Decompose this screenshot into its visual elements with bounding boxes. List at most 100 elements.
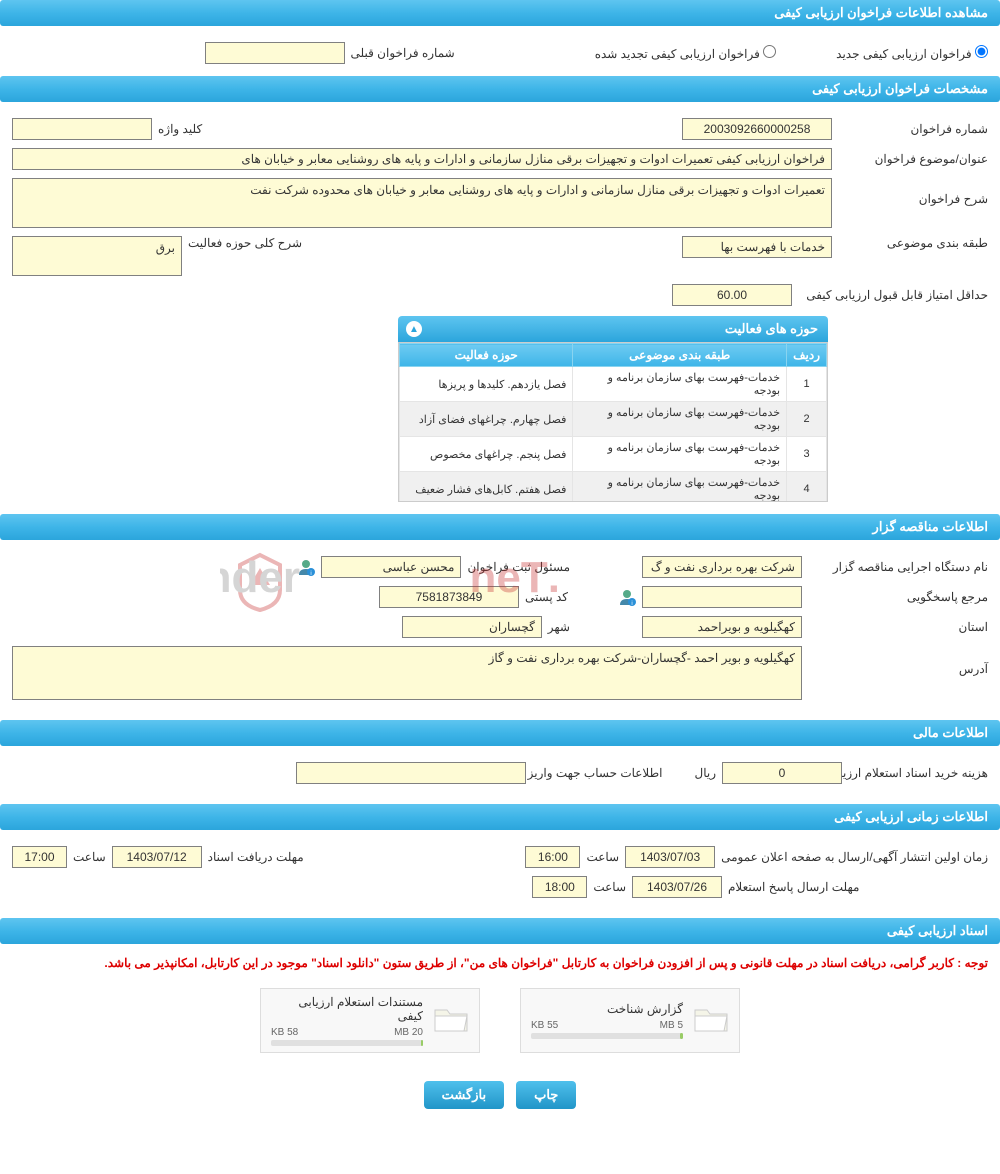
label-scope: شرح کلی حوزه فعالیت [188,236,302,250]
label-postal: کد پستی [525,590,568,604]
label-receipt: مهلت دریافت اسناد [208,850,304,864]
doc-box-2[interactable]: مستندات استعلام ارزیابی کیفی 20 MB 58 KB [260,988,480,1053]
cell-cat: خدمات-فهرست بهای سازمان برنامه و بودجه [573,437,787,472]
folder-icon [693,1004,729,1037]
col-row: ردیف [787,344,827,367]
label-doc-cost: هزینه خرید اسناد استعلام ارزیابی کیفی [848,766,988,780]
radio-renewed-eval[interactable]: فراخوان ارزیابی کیفی تجدید شده [595,45,776,61]
field-call-no: 2003092660000258 [682,118,832,140]
radio-new-eval-label: فراخوان ارزیابی کیفی جدید [836,47,971,61]
radio-renewed-eval-label: فراخوان ارزیابی کیفی تجدید شده [595,47,760,61]
field-min-score: 60.00 [672,284,792,306]
field-prev-no [205,42,345,64]
field-scope: برق [12,236,182,276]
field-desc: تعمیرات ادوات و تجهیزات برقی منازل سازما… [12,178,832,228]
label-city: شهر [548,620,570,634]
field-province: کهگیلویه و بویراحمد [642,616,802,638]
progress-bar-2 [421,1040,423,1046]
field-cat: خدمات با فهرست بها [682,236,832,258]
doc-box-1[interactable]: گزارش شناخت 5 MB 55 KB [520,988,740,1053]
field-reply-date: 1403/07/26 [632,876,722,898]
cell-cat: خدمات-فهرست بهای سازمان برنامه و بودجه [573,472,787,503]
field-reg-officer: محسن عباسی [321,556,461,578]
activity-table: ردیف طبقه بندی موضوعی حوزه فعالیت 1خدمات… [399,343,827,502]
field-org: شرکت بهره برداری نفت و گ [642,556,802,578]
svg-text:i: i [311,571,312,576]
cell-num: 1 [787,367,827,402]
field-subject: فراخوان ارزیابی کیفی تعمیرات ادوات و تجه… [12,148,832,170]
field-first-pub-time: 16:00 [525,846,580,868]
progress-bar-1 [680,1033,683,1039]
field-receipt-date: 1403/07/12 [112,846,202,868]
cell-num: 2 [787,402,827,437]
section-header-specs: مشخصات فراخوان ارزیابی کیفی [0,76,1000,102]
cell-cat: خدمات-فهرست بهای سازمان برنامه و بودجه [573,367,787,402]
label-org: نام دستگاه اجرایی مناقصه گزار [808,560,988,574]
label-cat: طبقه بندی موضوعی [838,236,988,250]
label-resp-ref: مرجع پاسخگویی [808,590,988,604]
field-doc-cost: 0 [722,762,842,784]
label-address: آدرس [808,646,988,676]
label-min-score: حداقل امتیاز قابل قبول ارزیابی کیفی [798,288,988,302]
doc-title-1: گزارش شناخت [531,1002,683,1016]
back-button[interactable]: بازگشت [424,1081,504,1109]
print-button[interactable]: چاپ [516,1081,576,1109]
field-account [296,762,526,784]
collapse-icon[interactable]: ▲ [406,321,422,337]
radio-new-eval[interactable]: فراخوان ارزیابی کیفی جدید [836,45,988,61]
field-postal: 7581873849 [379,586,519,608]
user-info-icon[interactable]: i [297,558,315,576]
folder-icon [433,1004,469,1037]
radio-new-eval-input[interactable] [975,45,988,58]
label-reply: مهلت ارسال پاسخ استعلام [728,880,988,894]
field-receipt-time: 17:00 [12,846,67,868]
svg-text:i: i [631,601,632,606]
section-header-timing: اطلاعات زمانی ارزیابی کیفی [0,804,1000,830]
label-prev-no: شماره فراخوان قبلی [351,46,455,60]
cell-cat: خدمات-فهرست بهای سازمان برنامه و بودجه [573,402,787,437]
activity-table-container: حوزه های فعالیت ▲ ردیف طبقه بندی موضوعی … [398,316,828,502]
label-account: اطلاعات حساب جهت واریز هزینه خرید اسناد [532,766,662,780]
notice-text: توجه : کاربر گرامی، دریافت اسناد در مهلت… [0,952,1000,978]
label-desc: شرح فراخوان [838,178,988,206]
doc-title-2: مستندات استعلام ارزیابی کیفی [271,995,423,1023]
label-keyword: کلید واژه [158,122,202,136]
cell-scope: فصل یازدهم. کلیدها و پریزها [400,367,573,402]
field-reply-time: 18:00 [532,876,587,898]
section-header-view-info: مشاهده اطلاعات فراخوان ارزیابی کیفی [0,0,1000,26]
col-scope: حوزه فعالیت [400,344,573,367]
activity-table-header[interactable]: حوزه های فعالیت ▲ [398,316,828,342]
doc-total-1: 5 MB [660,1020,683,1031]
field-resp-ref [642,586,802,608]
col-cat: طبقه بندی موضوعی [573,344,787,367]
cell-scope: فصل هفتم. کابل‌های فشار ضعیف [400,472,573,503]
cell-num: 4 [787,472,827,503]
table-row[interactable]: 1خدمات-فهرست بهای سازمان برنامه و بودجهف… [400,367,827,402]
field-address: کهگیلویه و بویر احمد -گچساران-شرکت بهره … [12,646,802,700]
field-city: گچساران [402,616,542,638]
doc-used-1: 55 KB [531,1020,558,1031]
field-keyword [12,118,152,140]
section-header-docs: اسناد ارزیابی کیفی [0,918,1000,944]
label-rial: ریال [694,766,716,780]
label-hour-3: ساعت [593,880,626,894]
label-first-pub: زمان اولین انتشار آگهی/ارسال به صفحه اعل… [721,850,988,864]
user-info-icon-2[interactable]: i [618,588,636,606]
field-first-pub-date: 1403/07/03 [625,846,715,868]
cell-num: 3 [787,437,827,472]
table-row[interactable]: 3خدمات-فهرست بهای سازمان برنامه و بودجهف… [400,437,827,472]
table-row[interactable]: 4خدمات-فهرست بهای سازمان برنامه و بودجهف… [400,472,827,503]
label-call-no: شماره فراخوان [838,122,988,136]
cell-scope: فصل پنجم. چراغهای مخصوص [400,437,573,472]
doc-total-2: 20 MB [394,1027,423,1038]
table-row[interactable]: 2خدمات-فهرست بهای سازمان برنامه و بودجهف… [400,402,827,437]
label-hour-1: ساعت [586,850,619,864]
section-header-org: اطلاعات مناقصه گزار [0,514,1000,540]
label-reg-officer: مسئول ثبت فراخوان [467,560,570,574]
cell-scope: فصل چهارم. چراغهای فضای آزاد [400,402,573,437]
section-header-financial: اطلاعات مالی [0,720,1000,746]
label-hour-2: ساعت [73,850,106,864]
radio-renewed-eval-input[interactable] [763,45,776,58]
doc-used-2: 58 KB [271,1027,298,1038]
label-province: استان [808,620,988,634]
